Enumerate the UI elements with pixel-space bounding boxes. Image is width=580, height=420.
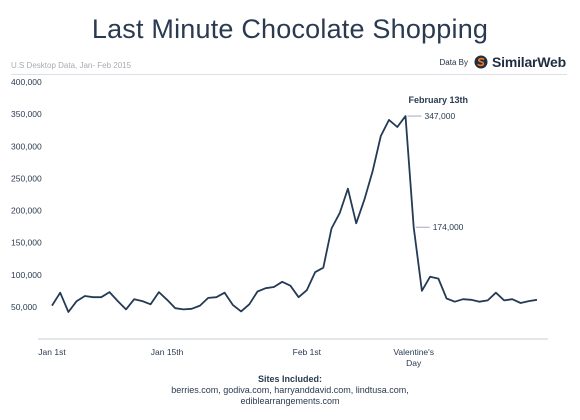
data-credit: Data By SimilarWeb: [439, 54, 567, 70]
y-tick-label: 300,000: [11, 141, 42, 151]
sites-heading: Sites Included:: [257, 374, 322, 384]
annotation-value-label: 347,000: [424, 111, 455, 121]
y-tick-label: 50,000: [11, 302, 37, 312]
x-tick-label: Day: [406, 358, 422, 368]
x-tick-label: Jan 1st: [38, 347, 66, 357]
brand-name: SimilarWeb: [492, 54, 566, 70]
y-tick-label: 400,000: [11, 77, 42, 87]
annotation-heading: February 13th: [408, 95, 468, 105]
x-tick-label: Jan 15th: [151, 347, 184, 357]
x-tick-label: Feb 1st: [293, 347, 322, 357]
chart-title: Last Minute Chocolate Shopping: [91, 14, 489, 44]
sites-line-2: ediblearrangements.com: [240, 396, 340, 406]
credit-prefix: Data By: [439, 57, 468, 67]
y-tick-label: 250,000: [11, 173, 42, 183]
annotation-value-label: 174,000: [433, 222, 464, 232]
y-tick-label: 150,000: [11, 238, 42, 248]
sites-line-1: berries.com, godiva.com, harryanddavid.c…: [171, 385, 409, 395]
header-divider: [11, 74, 567, 75]
x-tick-label: Valentine's: [393, 347, 434, 357]
y-tick-label: 350,000: [11, 109, 42, 119]
y-tick-label: 200,000: [11, 206, 42, 216]
series-line: [51, 115, 538, 313]
similarweb-logo-icon: [474, 55, 488, 69]
chart-subtitle: U.S Desktop Data, Jan- Feb 2015: [11, 61, 132, 70]
sites-included: Sites Included: berries.com, godiva.com,…: [0, 374, 580, 407]
y-tick-label: 100,000: [11, 270, 42, 280]
